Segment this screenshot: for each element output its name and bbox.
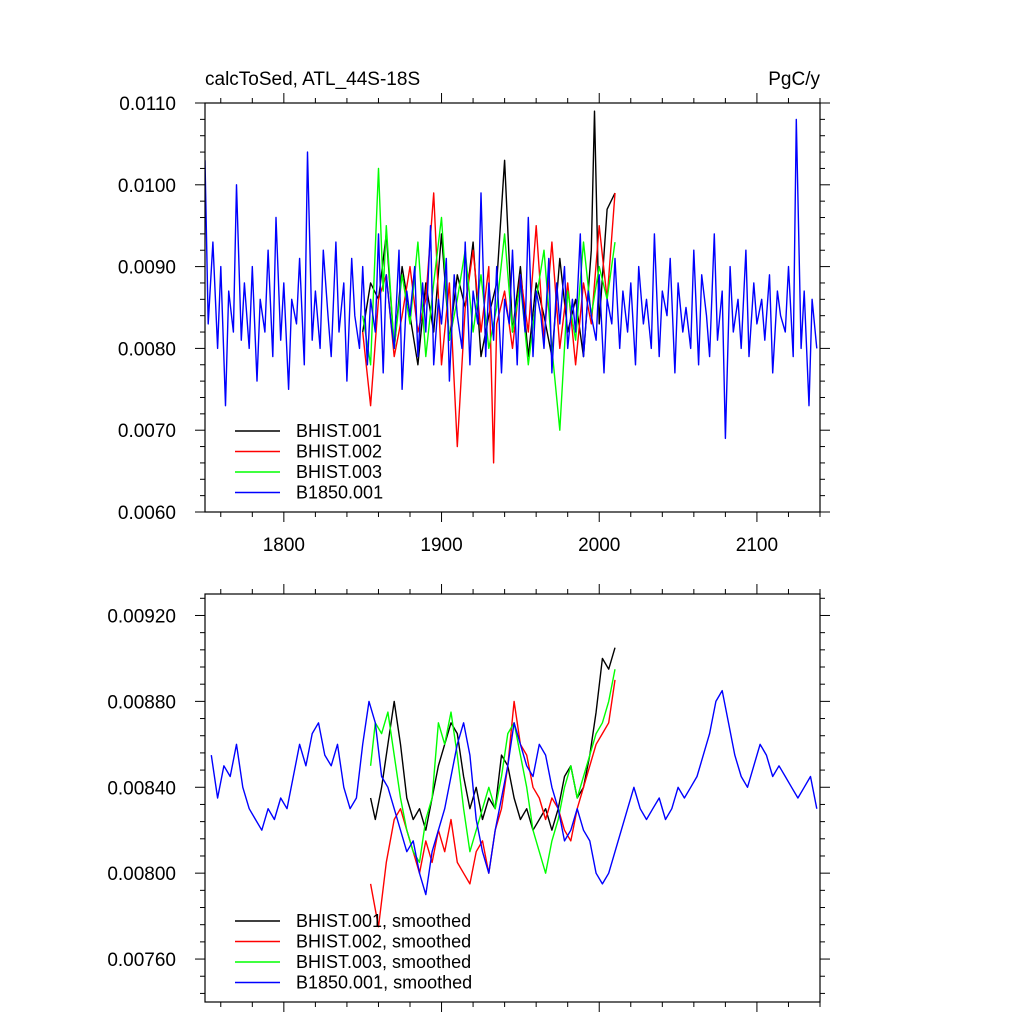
bottom-panel: 0.00760 0.00800 0.00840 0.00880 0.00920 BHIST… (107, 584, 830, 1012)
y-tick-label: 0.0080 (118, 339, 176, 360)
x-tick-label: 1800 (263, 535, 305, 556)
x-tick-label: 1900 (420, 535, 462, 556)
chart-title: calcToSed, ATL_44S-18S (205, 69, 420, 90)
y-tick-label: 0.0060 (118, 503, 176, 524)
y-tick-label: 0.00760 (107, 950, 176, 971)
y-tick-label: 0.00840 (107, 778, 176, 799)
legend-label: BHIST.002 (296, 442, 382, 462)
series-group (205, 110, 818, 464)
x-tick-label: 2100 (736, 535, 778, 556)
legend-label: BHIST.003 (296, 462, 382, 482)
series-line-4 (210, 689, 818, 896)
legend-label: B1850.001 (296, 483, 383, 503)
legend-label: BHIST.002, smoothed (296, 932, 471, 952)
legend-label: BHIST.003, smoothed (296, 952, 471, 972)
x-tick-label: 2000 (578, 535, 620, 556)
y-tick-label: 0.0090 (118, 258, 176, 279)
y-tick-label: 0.0110 (119, 94, 176, 115)
series-line-2 (362, 192, 616, 464)
plot-frame (204, 593, 821, 1003)
series-group (210, 647, 818, 928)
y-tick-label: 0.00920 (107, 606, 176, 627)
series-line-3 (369, 669, 616, 874)
legend-label: B1850.001, smoothed (296, 973, 472, 993)
units-label: PgC/y (768, 69, 820, 90)
top-panel: 1800 1900 2000 2100 0.0060 0.0070 0.0080 0.0090… (118, 69, 830, 556)
y-tick-label: 0.0100 (118, 176, 176, 197)
y-tick-label: 0.00880 (107, 692, 176, 713)
plot-frame (204, 102, 821, 513)
y-tick-label: 0.00800 (107, 864, 176, 885)
y-tick-label: 0.0070 (118, 421, 176, 442)
legend-label: BHIST.001 (296, 421, 382, 441)
series-line-4 (205, 118, 818, 440)
legend-label: BHIST.001, smoothed (296, 911, 471, 931)
